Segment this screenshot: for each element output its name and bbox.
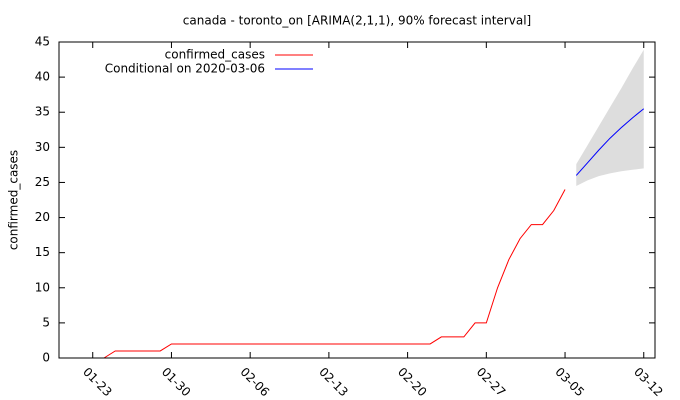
legend-label: confirmed_cases xyxy=(165,48,265,62)
x-tick-label: 01-30 xyxy=(159,365,194,400)
chart-title: canada - toronto_on [ARIMA(2,1,1), 90% f… xyxy=(183,14,531,28)
x-tick-label: 02-06 xyxy=(238,365,273,400)
x-tick-label: 02-13 xyxy=(316,365,351,400)
x-tick-label: 01-23 xyxy=(80,365,115,400)
plot-border xyxy=(58,41,656,359)
y-tick-label: 30 xyxy=(35,140,50,154)
y-axis-label: confirmed_cases xyxy=(7,150,21,250)
x-tick-label: 03-05 xyxy=(552,365,587,400)
y-tick-label: 35 xyxy=(35,105,50,119)
x-tick-label: 02-27 xyxy=(474,365,509,400)
y-tick-label: 5 xyxy=(42,315,50,329)
y-tick-label: 25 xyxy=(35,175,50,189)
legend-label: Conditional on 2020-03-06 xyxy=(105,62,265,76)
forecast-interval xyxy=(576,49,644,186)
y-tick-label: 20 xyxy=(35,210,50,224)
y-tick-label: 0 xyxy=(42,351,50,365)
series-line xyxy=(103,189,566,359)
y-tick-label: 45 xyxy=(35,35,50,49)
y-tick-label: 40 xyxy=(35,70,50,84)
y-tick-label: 15 xyxy=(35,245,50,259)
series-line xyxy=(575,108,645,176)
x-tick-label: 03-12 xyxy=(631,365,666,400)
x-tick-label: 02-20 xyxy=(395,365,430,400)
y-tick-label: 10 xyxy=(35,280,50,294)
